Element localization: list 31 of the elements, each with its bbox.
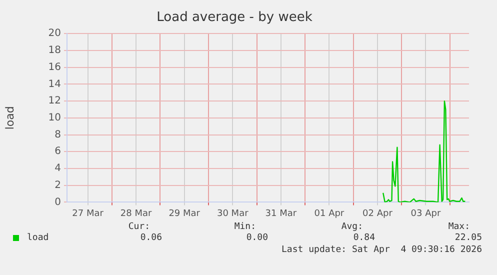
- x-tick-label: 03 Apr: [410, 208, 441, 219]
- y-tick-label: 2: [54, 180, 61, 191]
- text: 0.06: [140, 233, 162, 243]
- x-tick-label: 27 Mar: [72, 208, 104, 219]
- chart-title: Load average - by week: [156, 10, 313, 26]
- legend-label: load: [27, 233, 49, 243]
- y-tick-label: 14: [48, 78, 61, 90]
- y-tick-label: 10: [48, 112, 61, 124]
- text: Avg:: [341, 222, 363, 232]
- y-tick-label: 8: [54, 129, 61, 140]
- text: 0.84: [353, 233, 375, 243]
- text: Min:: [234, 222, 256, 232]
- text: 0.00: [246, 233, 268, 243]
- x-tick-label: 02 Apr: [362, 208, 393, 219]
- x-tick-label: 01 Apr: [314, 208, 344, 219]
- y-tick-label: 12: [48, 96, 61, 107]
- x-tick-label: 31 Mar: [265, 208, 297, 219]
- text: Max:: [448, 222, 470, 232]
- x-tick-label: 28 Mar: [120, 208, 152, 219]
- y-tick-label: 18: [48, 45, 61, 56]
- x-tick-label: 29 Mar: [168, 208, 200, 219]
- y-tick-label: 6: [54, 146, 61, 158]
- y-axis-title: load: [3, 106, 16, 130]
- y-tick-label: 16: [48, 62, 61, 73]
- text: Last update: Sat Apr 4 09:30:16 2026: [282, 245, 482, 255]
- text: 22.05: [454, 233, 482, 243]
- x-tick-label: 30 Mar: [216, 208, 249, 219]
- text: Cur:: [128, 222, 150, 232]
- y-tick-label: 20: [48, 28, 61, 40]
- y-tick-label: 4: [54, 163, 61, 174]
- y-tick-label: 0: [54, 196, 61, 208]
